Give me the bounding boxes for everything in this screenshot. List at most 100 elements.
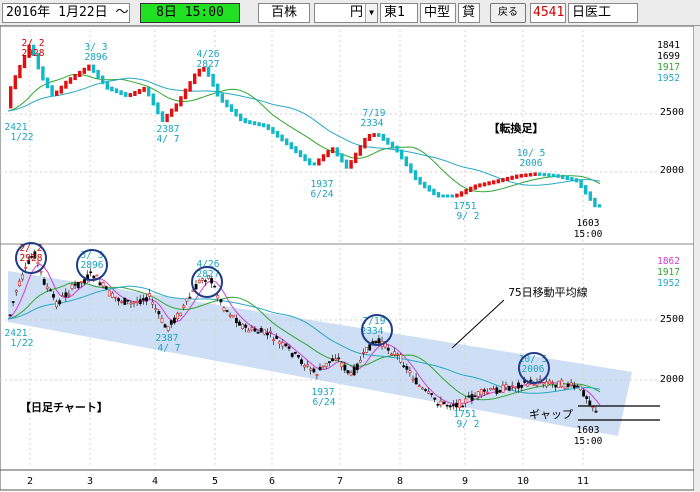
x-tick-10: 10 [517,476,529,487]
upper-candle [45,77,50,89]
lower-candle-body [501,384,505,393]
lower-candle-body [160,317,164,323]
lower-candle-body [324,363,328,367]
lower-legend-3: 1952 [657,278,680,289]
scrollbar[interactable] [694,26,700,492]
lower-candle-body [433,397,437,400]
upper-candle [73,74,77,81]
upper-candle [450,194,454,198]
lower-candle-body [560,380,564,387]
x-tick-4: 4 [152,476,158,487]
lower-candle-body [399,354,403,363]
upper-candle [202,67,206,72]
peak-circle-1 [15,242,47,274]
lower-candle-body [188,296,192,299]
lower-candle-body [402,365,406,368]
upper-peak-price-1: 2928 [22,48,45,59]
upper-candle [501,178,505,183]
upper-candle [542,172,546,177]
upper-low-date-1: 1/22 [11,132,34,143]
lower-candle-body [284,343,288,347]
upper-candle [170,108,174,117]
upper-candle [340,153,344,163]
upper-candle [32,44,36,56]
upper-candle [455,193,459,198]
upper-candle [446,194,450,198]
lower-candle-body [11,301,15,303]
upper-candle [101,75,105,85]
upper-candle [220,93,224,103]
upper-candle [556,174,560,178]
upper-candle [110,86,114,92]
upper-candle [13,75,17,90]
upper-candle [41,66,45,81]
upper-candle [570,177,574,182]
lower-candle-body [300,359,303,365]
upper-candle [363,138,367,149]
lower-candle-body [129,302,133,305]
lower-candle-body [315,374,319,377]
peak-circle-3 [191,266,223,298]
lower-candle-body [145,297,148,302]
lower-candle-body [492,388,496,391]
peak-highlight-circles [15,242,550,384]
upper-candle [588,191,592,201]
lower-ma-fast-line [7,263,601,406]
lower-candle-body [148,293,152,297]
lower-candle-body [464,398,468,404]
upper-peak-date-4: 7/19 [363,108,386,119]
lower-candle-body [517,382,520,389]
upper-candle [211,73,215,87]
lower-candle-body [36,261,40,265]
back-button[interactable]: 戻る [490,3,526,23]
upper-candle [252,121,257,126]
upper-peak-price-5: 2006 [520,158,543,169]
lower-y-tick-2500: 2500 [660,314,684,325]
lower-candle-body [107,290,111,297]
upper-candle [193,73,197,85]
lower-candle-body [61,295,65,298]
date-range-field[interactable]: 2016年 1月22日 ～ [2,3,130,23]
upper-candle [381,133,385,141]
lower-candle-body [349,372,353,376]
peak-circle-4 [361,314,393,346]
lower-legend-1: 1862 [657,256,680,267]
lower-candle-body [293,351,297,354]
stock-code-field[interactable]: 4541 [530,3,566,23]
peak-circle-5 [518,352,550,384]
lower-candle-body [17,280,21,287]
lower-candle-body [411,378,415,381]
lower-candle-body [424,389,427,391]
lower-daily-candles [8,249,598,414]
lower-candle-body [269,330,272,333]
lower-candle-body [312,368,316,373]
period-display[interactable]: 8日 15:00 [140,3,240,23]
lower-low-date-2: 4/ 7 [158,343,181,354]
lower-candle-body [334,358,338,361]
chevron-down-icon[interactable]: ▼ [365,4,377,22]
upper-candle [294,146,298,154]
upper-candle [308,158,312,166]
lower-candle-body [83,279,86,284]
stock-chart-canvas[interactable]: 1841 1699 1917 1952 2500 2000 2/ 2 2928 … [0,26,700,492]
lower-candle-body [8,314,12,317]
price-unit-select[interactable]: 円 ▼ [314,3,378,23]
lower-low-price-2: 2387 [156,333,179,344]
lower-candle-body [216,295,220,299]
x-tick-3: 3 [87,476,93,487]
lower-candle-body [95,274,99,277]
upper-y-tick-2000: 2000 [660,165,684,176]
lower-candle-body [331,358,334,362]
upper-candle [262,123,266,128]
lower-candle-body [219,299,223,303]
lower-candle-body [98,282,102,286]
upper-candle [441,194,445,198]
upper-candle [225,99,229,108]
lower-candle-body [569,382,573,386]
x-tick-11: 11 [577,476,589,487]
lower-candle-body [507,386,511,391]
lower-candle-body [337,357,341,360]
lower-peak-price-2: 2896 [81,260,104,271]
lower-candle-body [340,362,344,367]
upper-legend-2: 1699 [657,51,680,62]
